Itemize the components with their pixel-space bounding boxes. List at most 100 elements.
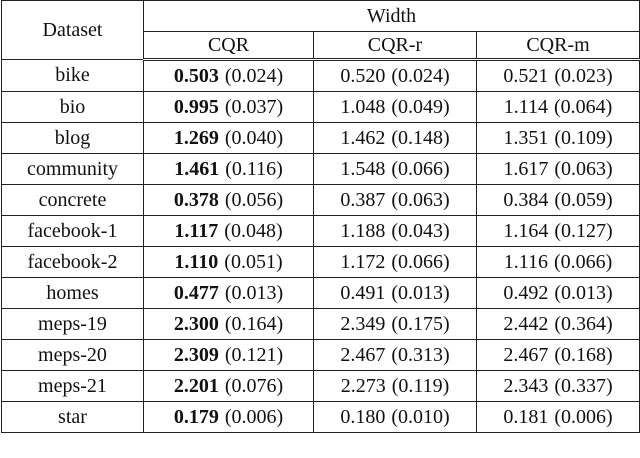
header-row: CQR CQR-r CQR-m — [2, 31, 640, 61]
width-value: 0.477 — [173, 281, 219, 304]
std-dev: (0.364) — [554, 312, 613, 335]
std-dev: (0.064) — [553, 95, 613, 118]
std-dev: (0.116) — [225, 157, 283, 180]
std-dev: (0.168) — [554, 343, 613, 366]
std-dev: (0.048) — [224, 219, 283, 242]
dataset-name: meps-19 — [1, 308, 144, 340]
width-value: 2.349 — [340, 312, 386, 335]
width-value: 0.387 — [340, 188, 386, 211]
value-cell: 2.309 (0.121) — [143, 339, 314, 371]
value-cell: 0.384 (0.059) — [476, 184, 640, 216]
std-dev: (0.006) — [224, 405, 284, 428]
value-cell: 1.164 (0.127) — [476, 215, 640, 247]
width-value: 1.164 — [503, 219, 549, 242]
width-value: 0.378 — [173, 188, 219, 211]
width-value: 2.300 — [173, 312, 219, 335]
table-row: bike 0.503 (0.024) 0.520 (0.024) 0.521 (0.023) — [1, 59, 640, 92]
width-value: 0.384 — [503, 188, 549, 211]
width-value: 1.462 — [340, 126, 386, 149]
std-dev: (0.063) — [391, 188, 450, 211]
width-value: 0.520 — [340, 64, 386, 87]
value-cell: 2.349 (0.175) — [313, 308, 477, 340]
width-value: 1.351 — [503, 126, 549, 149]
width-value: 0.492 — [503, 281, 549, 304]
width-value: 1.172 — [340, 250, 386, 273]
value-cell: 0.387 (0.063) — [313, 184, 477, 216]
table-row: star 0.179 (0.006) 0.180 (0.010) 0.181 (0.006) — [1, 401, 640, 433]
dataset-name: facebook-1 — [1, 215, 144, 247]
value-cell: 0.181 (0.006) — [476, 401, 640, 433]
value-cell: 1.548 (0.066) — [313, 153, 477, 185]
column-header: CQR-r — [313, 31, 477, 61]
std-dev: (0.037) — [224, 95, 284, 118]
value-cell: 0.180 (0.010) — [313, 401, 477, 433]
width-value: 2.442 — [503, 312, 549, 335]
value-cell: 1.048 (0.049) — [313, 91, 477, 123]
width-value: 0.503 — [173, 64, 219, 87]
value-cell: 2.467 (0.313) — [313, 339, 477, 371]
width-value: 0.521 — [503, 64, 549, 87]
value-cell: 2.343 (0.337) — [476, 370, 640, 402]
std-dev: (0.023) — [554, 64, 613, 87]
value-cell: 1.172 (0.066) — [313, 246, 477, 278]
std-dev: (0.013) — [224, 281, 284, 304]
width-value: 2.467 — [340, 343, 386, 366]
width-value: 1.461 — [174, 157, 220, 180]
width-value: 2.273 — [340, 374, 386, 397]
value-cell: 1.117 (0.048) — [143, 215, 314, 247]
value-cell: 1.116 (0.066) — [476, 246, 640, 278]
width-value: 0.491 — [340, 281, 386, 304]
dataset-name: facebook-2 — [1, 246, 144, 278]
value-cell: 2.273 (0.119) — [313, 370, 477, 402]
std-dev: (0.313) — [391, 343, 450, 366]
header-row: Dataset Width — [1, 0, 640, 60]
value-cell: 0.477 (0.013) — [143, 277, 314, 309]
value-cell: 0.520 (0.024) — [313, 59, 477, 92]
value-cell: 0.179 (0.006) — [143, 401, 314, 433]
std-dev: (0.013) — [391, 281, 450, 304]
dataset-name: blog — [1, 122, 144, 154]
width-value: 2.467 — [503, 343, 549, 366]
results-table: Dataset Width CQR CQR-r CQR-m bike 0.503 (0.… — [1, 0, 640, 433]
std-dev: (0.175) — [391, 312, 450, 335]
value-cell: 2.201 (0.076) — [143, 370, 314, 402]
std-dev: (0.066) — [553, 250, 613, 273]
dataset-name: concrete — [1, 184, 144, 216]
value-cell: 1.110 (0.051) — [143, 246, 314, 278]
table-row: facebook-2 1.110 (0.051) 1.172 (0.066) 1.116(… — [1, 246, 640, 278]
std-dev: (0.121) — [224, 343, 284, 366]
std-dev: (0.051) — [224, 250, 283, 273]
value-cell: 1.188 (0.043) — [313, 215, 477, 247]
dataset-name: star — [1, 401, 144, 433]
width-value: 0.180 — [340, 405, 386, 428]
dataset-header: Dataset — [1, 0, 144, 60]
dataset-name: bio — [1, 91, 144, 123]
value-cell: 1.617 (0.063) — [476, 153, 640, 185]
group-header: Width — [143, 0, 640, 32]
value-cell: 0.378 (0.056) — [143, 184, 314, 216]
std-dev: (0.043) — [391, 219, 450, 242]
table-row: bio 0.995 (0.037) 1.048 (0.049) 1.114 (0.064) — [1, 91, 640, 123]
value-cell: 1.462 (0.148) — [313, 122, 477, 154]
value-cell: 0.492 (0.013) — [476, 277, 640, 309]
value-cell: 1.269 (0.040) — [143, 122, 314, 154]
table-row: concrete 0.378 (0.056) 0.387 (0.063) 0.384 (0.… — [1, 184, 640, 216]
std-dev: (0.024) — [391, 64, 450, 87]
width-value: 1.617 — [503, 157, 549, 180]
dataset-name: community — [1, 153, 144, 185]
std-dev: (0.127) — [554, 219, 613, 242]
dataset-name: homes — [1, 277, 144, 309]
column-header: CQR — [143, 31, 314, 61]
width-value: 1.110 — [174, 250, 219, 273]
std-dev: (0.164) — [224, 312, 284, 335]
std-dev: (0.148) — [391, 126, 450, 149]
std-dev: (0.013) — [554, 281, 613, 304]
dataset-name: meps-21 — [1, 370, 144, 402]
width-value: 1.548 — [340, 157, 386, 180]
table-body: bike 0.503 (0.024) 0.520 (0.024) 0.521 (0.023)… — [1, 59, 640, 433]
width-value: 1.114 — [503, 95, 548, 118]
width-value: 1.188 — [340, 219, 386, 242]
width-value: 1.048 — [340, 95, 386, 118]
table-row: meps-20 2.309 (0.121) 2.467 (0.313) 2.467 (0.1… — [1, 339, 640, 371]
